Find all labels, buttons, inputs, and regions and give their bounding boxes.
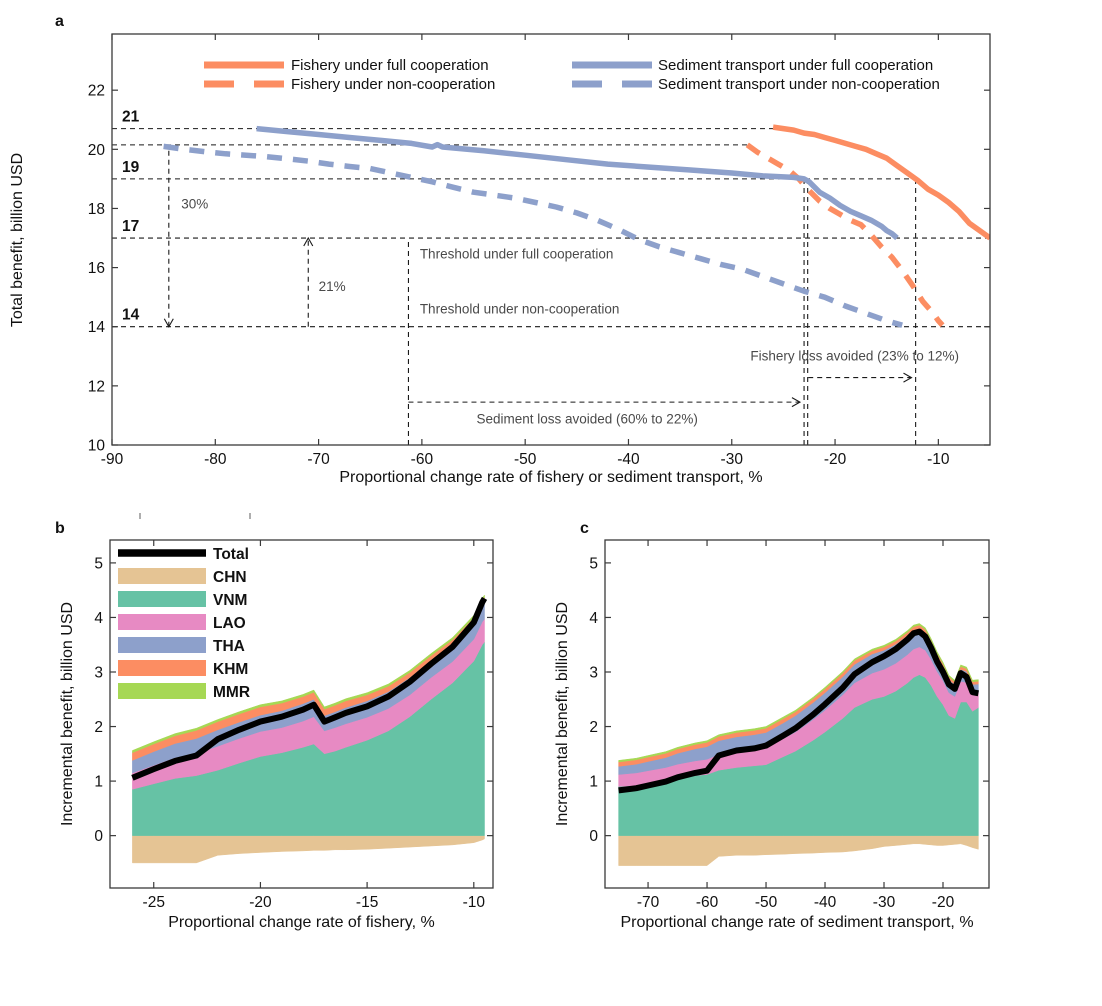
legend-swatch-LAO [118,614,206,630]
x-tick-label: -60 [411,451,434,468]
panel-b-plot-area [131,594,488,864]
stack-area-CHN [618,835,979,866]
x-tick-label: -70 [307,451,330,468]
x-tick-label: -30 [721,451,744,468]
annotation-text: Threshold under non-cooperation [420,301,620,316]
y-tick-label: 1 [589,774,598,791]
legend-label: CHN [213,569,247,586]
arrowhead-down-icon [163,318,174,328]
x-tick-label: -70 [637,894,660,911]
legend-label: LAO [213,615,246,632]
panel-letter-a: a [55,13,64,30]
panel-c-x-axis-label: Proportional change rate of sediment tra… [620,914,973,931]
legend-label: Sediment transport under non-cooperation [658,76,940,93]
y-tick-label: 5 [589,555,598,572]
guide-line-value-label: 19 [122,159,140,176]
y-tick-label: 22 [88,83,105,100]
panel-b-fishery-stacked-chart: b -25 -20 -15 -10 0 1 2 3 4 5 Proportional change r… [55,520,494,931]
panel-c-plot-area [618,623,979,866]
y-tick-label: 2 [589,719,598,736]
y-tick-label: 3 [589,665,598,682]
y-tick-label: 20 [88,142,106,159]
x-tick-label: -20 [249,894,272,911]
legend-label: KHM [213,661,248,678]
x-tick-label: -10 [463,894,486,911]
curve-sediment-transport-under-non-cooperation [163,143,903,328]
y-tick-label: 1 [94,774,103,791]
guide-line-value-label: 14 [122,307,140,324]
x-tick-label: -20 [932,894,955,911]
legend-label: Sediment transport under full cooperatio… [658,57,933,74]
legend-label: Fishery under non-cooperation [291,76,495,93]
y-tick-label: 14 [88,319,106,336]
stack-area-MMR [132,594,485,754]
annotation-text: Sediment loss avoided (60% to 22%) [476,412,697,427]
x-tick-label: -90 [101,451,124,468]
legend-swatch-MMR [118,683,206,699]
total-line [131,596,488,781]
panel-b-x-axis-label: Proportional change rate of fishery, % [168,914,435,931]
legend-label: THA [213,638,245,655]
legend-swatch-VNM [118,591,206,607]
annotation-text: Threshold under full cooperation [420,247,614,262]
axes-box [109,539,494,889]
x-tick-label: -20 [824,451,847,468]
annotation-text: 21% [319,279,346,294]
legend-label: Fishery under full cooperation [291,57,489,74]
x-tick-label: -15 [356,894,378,911]
panel-a-y-axis-label: Total benefit, billion USD [9,153,26,327]
y-tick-label: 4 [94,610,103,627]
legend-label: MMR [213,684,250,701]
x-tick-label: -60 [696,894,719,911]
y-tick-label: 0 [589,828,598,845]
total-line [618,628,979,794]
y-tick-label: 2 [94,719,103,736]
panel-b-y-axis-label: Incremental benefit, billion USD [59,602,76,826]
panel-letter-c: c [580,520,589,537]
arrowhead-right-icon [903,372,913,383]
x-tick-label: -50 [755,894,778,911]
panel-a-plot-area [112,124,990,445]
panel-a-x-axis-label: Proportional change rate of fishery or s… [339,469,762,486]
arrowhead-right-icon [791,397,802,408]
y-tick-label: 0 [94,828,103,845]
y-tick-label: 4 [589,610,598,627]
axes-box [604,539,990,889]
stack-area-MMR [618,623,979,763]
x-tick-label: -30 [873,894,896,911]
annotation-text: 30% [181,196,208,211]
panel-c-y-axis-label: Incremental benefit, billion USD [554,602,571,826]
annotation-text: Fishery loss avoided (23% to 12%) [750,349,959,364]
y-tick-label: 16 [88,260,105,277]
y-tick-label: 5 [94,555,103,572]
arrowhead-up-icon [303,236,314,247]
panel-c-sediment-stacked-chart: c -70 -60 -50 -40 -30 -20 0 1 2 3 4 5 Proportional ch… [554,520,990,931]
legend-swatch-CHN [118,568,206,584]
x-tick-label: -25 [143,894,165,911]
panel-a-total-benefit-chart: a 21 19 17 14 30% 21% Threshold under full coop… [9,13,991,486]
legend-label: Total [213,546,249,563]
curve-fishery-under-non-cooperation [745,142,945,328]
legend-label: VNM [213,592,247,609]
x-tick-label: -40 [617,451,640,468]
panel-letter-b: b [55,520,65,537]
x-tick-label: -10 [927,451,950,468]
legend-swatch-THA [118,637,206,653]
guide-line-value-label: 21 [122,109,140,126]
x-tick-label: -80 [204,451,227,468]
x-tick-label: -50 [514,451,537,468]
x-tick-label: -40 [814,894,837,911]
y-tick-label: 18 [88,201,105,218]
curve-fishery-under-full-cooperation [772,124,990,241]
axes-box [111,33,991,446]
guide-line-value-label: 17 [122,218,139,235]
y-tick-label: 10 [88,438,106,455]
y-tick-label: 12 [88,378,105,395]
legend-swatch-KHM [118,660,206,676]
y-tick-label: 3 [94,665,103,682]
stack-area-CHN [132,835,485,864]
curve-sediment-transport-under-full-cooperation [256,125,899,241]
